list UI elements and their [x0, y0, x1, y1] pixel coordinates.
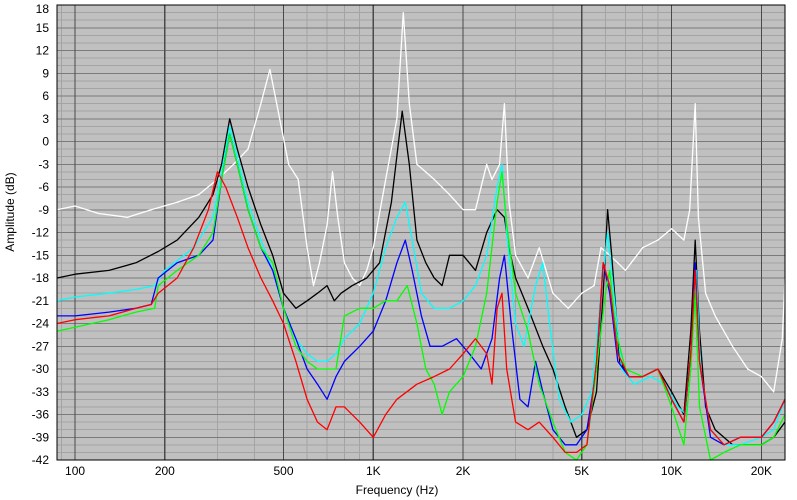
y-tick-label: 15 — [36, 21, 50, 35]
x-tick-label: 2K — [456, 464, 471, 478]
y-tick-label: 6 — [42, 89, 49, 103]
y-tick-label: -36 — [32, 408, 50, 422]
series-line-6 — [56, 171, 786, 454]
x-tick-label: 10K — [661, 464, 682, 478]
y-tick-label: 9 — [42, 66, 49, 80]
x-tick-label: 200 — [155, 464, 175, 478]
y-axis-label: Amplitude (dB) — [3, 172, 17, 251]
y-tick-label: -24 — [32, 317, 50, 331]
x-tick-label: 500 — [274, 464, 294, 478]
series-line-1 — [56, 11, 786, 393]
x-tick-label: 5K — [574, 464, 589, 478]
series-line-2 — [56, 110, 786, 446]
y-tick-label: 0 — [42, 135, 49, 149]
y-tick-label: -39 — [32, 430, 50, 444]
y-tick-label: -12 — [32, 226, 50, 240]
x-tick-label: 20K — [751, 464, 772, 478]
y-tick-label: -6 — [38, 180, 49, 194]
y-tick-label: -18 — [32, 271, 50, 285]
x-tick-labels: 100 200 500 1K 2K 5K 10K 20K — [65, 464, 772, 478]
y-tick-label: -42 — [32, 453, 50, 467]
x-axis-label: Frequency (Hz) — [356, 483, 439, 497]
y-tick-label: -9 — [38, 203, 49, 217]
y-tick-label: -21 — [32, 294, 50, 308]
y-tick-label: -27 — [32, 339, 50, 353]
y-tick-label: 3 — [42, 112, 49, 126]
y-tick-label: -33 — [32, 385, 50, 399]
series-lines — [56, 11, 786, 461]
series-line-5 — [56, 133, 786, 461]
y-tick-label: 12 — [36, 44, 50, 58]
x-tick-label: 1K — [366, 464, 381, 478]
y-tick-label: -3 — [38, 157, 49, 171]
series-line-3 — [56, 125, 786, 446]
y-tick-label: 18 — [36, 2, 50, 16]
y-tick-label: -30 — [32, 362, 50, 376]
x-tick-label: 100 — [65, 464, 85, 478]
major-grid — [57, 5, 785, 460]
y-tick-label: -15 — [32, 248, 50, 262]
minor-grid — [57, 5, 785, 460]
y-tick-labels: -42-39-36-33-30-27-24-21-18-15-12-9-6-30… — [32, 2, 50, 467]
plot-frame — [56, 4, 786, 461]
